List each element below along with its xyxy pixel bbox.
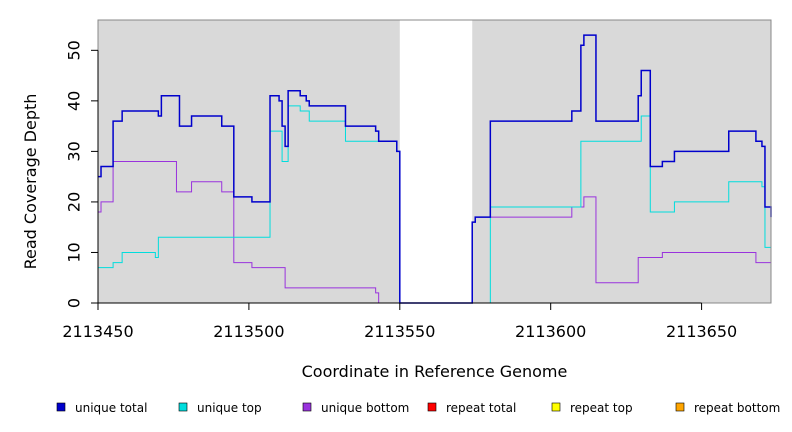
legend-label: unique top <box>197 401 262 415</box>
y-tick-label: 30 <box>65 141 84 161</box>
x-tick-label: 2113650 <box>666 322 737 341</box>
x-tick-label: 2113550 <box>364 322 435 341</box>
legend-item-repeat-top: repeat top <box>551 401 633 415</box>
legend-item-unique-total: unique total <box>56 401 147 415</box>
legend-item-repeat-bottom: repeat bottom <box>675 401 780 415</box>
x-axis: 2113450 2113500 2113550 2113600 2113650 <box>62 302 737 341</box>
x-tick-label: 2113600 <box>515 322 586 341</box>
legend-item-unique-bottom: unique bottom <box>302 401 409 415</box>
legend-swatch <box>427 402 437 412</box>
legend-swatch <box>551 402 561 412</box>
y-axis: 0 10 20 30 40 50 <box>65 40 99 308</box>
legend-item-repeat-total: repeat total <box>427 401 516 415</box>
x-axis-title: Coordinate in Reference Genome <box>302 362 568 381</box>
series-line-unique-total <box>98 34 772 304</box>
y-axis-title: Read Coverage Depth <box>21 94 40 270</box>
series-line-unique-bottom <box>98 161 772 304</box>
y-tick-label: 20 <box>65 192 84 212</box>
legend-swatch <box>56 402 66 412</box>
y-tick-label: 40 <box>65 91 84 111</box>
legend-label: unique bottom <box>321 401 409 415</box>
y-tick-label: 50 <box>65 40 84 60</box>
y-tick-label: 0 <box>65 298 84 308</box>
y-tick-label: 10 <box>65 242 84 262</box>
legend-label: repeat total <box>446 401 516 415</box>
legend-swatch <box>675 402 685 412</box>
x-tick-label: 2113450 <box>62 322 133 341</box>
legend-label: repeat top <box>570 401 633 415</box>
legend-swatch <box>302 402 312 412</box>
legend-label: repeat bottom <box>694 401 780 415</box>
legend-label: unique total <box>75 401 147 415</box>
x-tick-label: 2113500 <box>213 322 284 341</box>
legend-swatch <box>178 402 188 412</box>
legend-item-unique-top: unique top <box>178 401 262 415</box>
gap-region <box>399 20 473 303</box>
legend: unique total unique top unique bottom repea… <box>56 401 780 415</box>
